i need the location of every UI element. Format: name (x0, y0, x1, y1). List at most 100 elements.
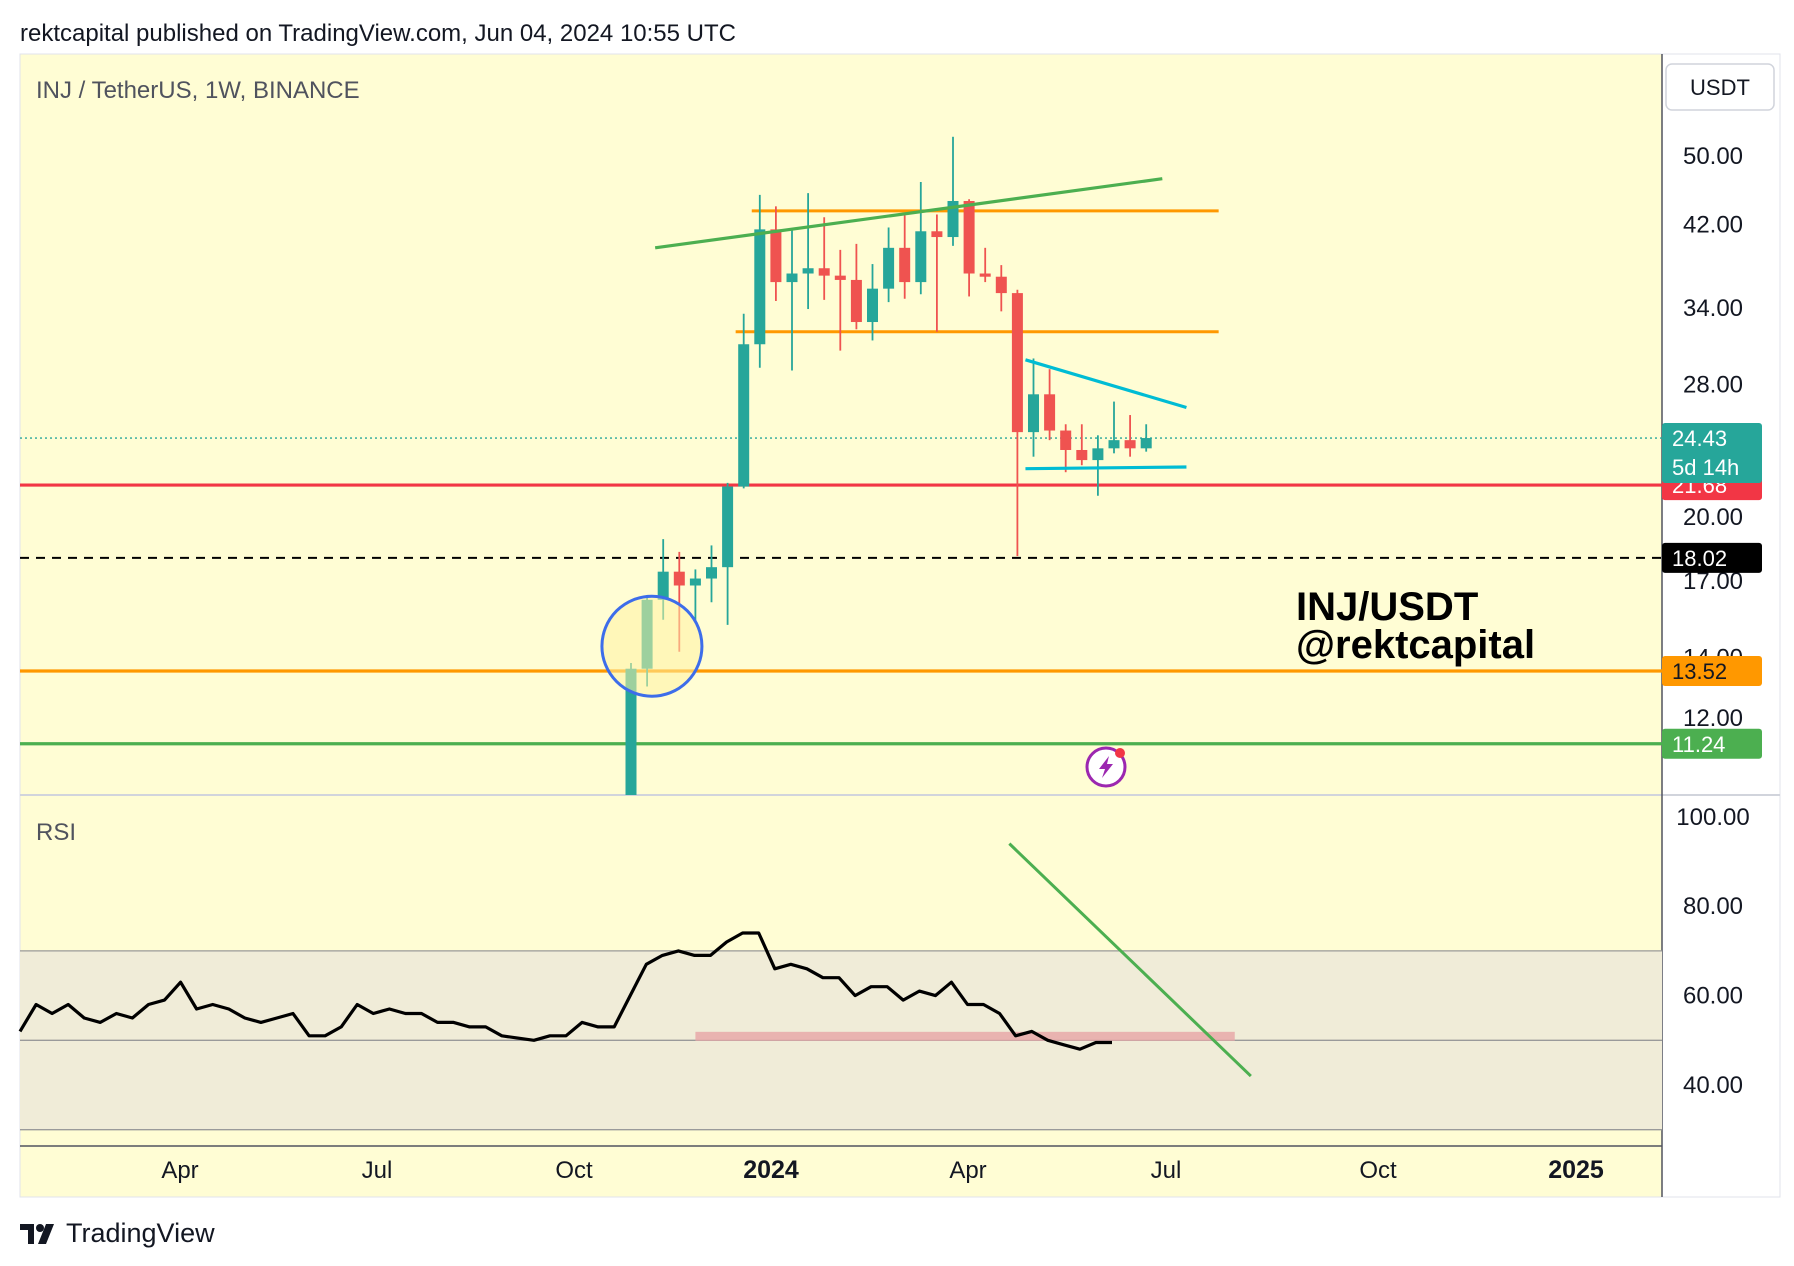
price-tag-11.24-bg (1662, 728, 1762, 759)
time-axis-tick: Jul (362, 1157, 393, 1184)
candle-body (657, 571, 669, 600)
symbol-title: INJ / TetherUS, 1W, BINANCE (36, 77, 360, 104)
rsi-support-zone (695, 1031, 1235, 1041)
time-axis-tick: Jul (1151, 1157, 1182, 1184)
trendline-2 (1025, 465, 1187, 471)
candle-body (979, 273, 991, 277)
price-tag-11.24: 11.24 (1662, 728, 1762, 759)
last-price-tag-text: 5d 14h (1672, 455, 1739, 480)
rsi-axis-tick: 100.00 (1676, 804, 1749, 831)
footer: TradingView (18, 1218, 215, 1249)
candle-body (1076, 449, 1088, 461)
candle-body (899, 247, 911, 283)
price-axis-tick: 42.00 (1683, 212, 1743, 239)
candle (963, 199, 975, 297)
candle (1140, 424, 1152, 452)
rsi-label: RSI (36, 819, 76, 846)
candle-body (770, 229, 782, 283)
candle (931, 214, 943, 332)
candle (850, 243, 862, 330)
candle-body (915, 231, 927, 283)
candle-body (1044, 394, 1056, 431)
range-lines (735, 209, 1219, 334)
candle (834, 249, 846, 351)
candle-body (802, 268, 814, 274)
currency-button[interactable]: USDT (1665, 63, 1775, 111)
price-axis-tick: 28.00 (1683, 371, 1743, 398)
candle (706, 545, 717, 603)
candle (689, 569, 701, 623)
candle-body (689, 578, 701, 586)
last-price-tag-bg (1662, 423, 1762, 484)
currency-label: USDT (1690, 75, 1750, 100)
candle-body (818, 268, 830, 276)
candle (979, 247, 991, 283)
rsi-axis-tick: 80.00 (1683, 893, 1743, 920)
time-axis: Apr Jul Oct 2024 Apr Jul Oct 2025 (161, 1156, 1604, 1184)
rsi-axis-tick: 40.00 (1683, 1072, 1743, 1099)
candle (802, 193, 814, 310)
candle-body (995, 276, 1007, 294)
candle-body (1140, 438, 1152, 449)
last-price-tag-text: 24.43 (1672, 426, 1727, 451)
candle-body (706, 567, 717, 579)
price-axis-tick: 34.00 (1683, 295, 1743, 322)
annotation-line-1: INJ/USDT (1296, 585, 1478, 629)
price-axis-tick: 20.00 (1683, 504, 1743, 531)
candle (1076, 424, 1088, 466)
candle-body (754, 229, 766, 345)
candle (1044, 369, 1056, 441)
trendline-0 (654, 177, 1163, 250)
circle-highlight (600, 594, 704, 698)
price-tag-13.52: 13.52 (1662, 656, 1762, 687)
time-axis-tick: 2024 (743, 1156, 799, 1184)
candle-body (786, 273, 798, 283)
candle (1028, 358, 1039, 457)
last-price-tag: 24.43 5d 14h (1662, 423, 1762, 484)
candle-body (883, 247, 895, 289)
candle-body (1092, 448, 1104, 461)
time-axis-tick: Oct (555, 1157, 593, 1184)
price-tag-11.24-text: 11.24 (1672, 732, 1725, 757)
candle (1124, 415, 1136, 457)
candle-body (738, 344, 750, 487)
annotation: INJ/USDT @rektcapital (1296, 585, 1535, 667)
rsi-trendline (1008, 842, 1252, 1078)
price-axis-tick: 50.00 (1683, 143, 1743, 170)
time-axis-tick: Apr (949, 1157, 986, 1184)
time-axis-tick: 2025 (1548, 1156, 1604, 1184)
candle (883, 227, 895, 303)
candle (786, 229, 798, 371)
candle-body (673, 571, 685, 586)
rsi-line (18, 931, 1112, 1051)
candle-body (947, 201, 959, 238)
tradingview-logo-icon (20, 1223, 54, 1244)
candle (770, 206, 782, 301)
candle-body (834, 275, 846, 280)
candle (899, 215, 911, 299)
trendlines (654, 177, 1187, 471)
candle-body (625, 668, 637, 795)
rsi-axis-tick: 60.00 (1683, 983, 1743, 1010)
rsi-pane (18, 842, 1252, 1078)
time-axis-tick: Apr (161, 1157, 198, 1184)
lightning-alert-icon[interactable] (1085, 746, 1127, 788)
price-tag-13.52-bg (1662, 656, 1762, 687)
price-axis-tick: 12.00 (1683, 705, 1743, 732)
candle-body (1028, 394, 1039, 433)
candle-body (931, 231, 943, 238)
time-axis-tick: Oct (1359, 1157, 1397, 1184)
published-header: rektcapital published on TradingView.com… (20, 20, 736, 47)
candle (947, 136, 959, 246)
horizontal-levels (20, 483, 1662, 746)
candle-body (1060, 430, 1072, 450)
price-axis-background (1661, 53, 1781, 1198)
candle-body (722, 486, 734, 568)
candle-body (850, 279, 862, 323)
trendline-1 (1024, 358, 1187, 410)
candle-body (1011, 293, 1023, 433)
price-tag-13.52-text: 13.52 (1672, 659, 1727, 684)
candle (915, 182, 927, 295)
